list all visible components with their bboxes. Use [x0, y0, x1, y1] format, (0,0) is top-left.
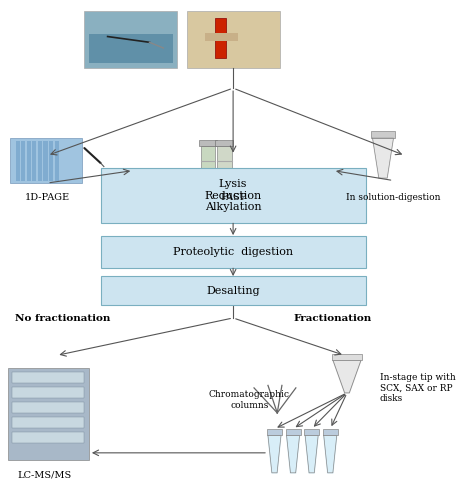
FancyBboxPatch shape	[205, 33, 238, 41]
FancyBboxPatch shape	[267, 429, 282, 435]
Text: Chromatographic
columns: Chromatographic columns	[209, 390, 290, 410]
FancyBboxPatch shape	[49, 141, 53, 180]
Polygon shape	[305, 435, 318, 473]
Polygon shape	[373, 138, 393, 178]
FancyBboxPatch shape	[12, 387, 84, 398]
Text: Desalting: Desalting	[206, 286, 260, 296]
Text: Proteolytic  digestion: Proteolytic digestion	[173, 247, 293, 257]
FancyBboxPatch shape	[100, 235, 365, 268]
Text: No fractionation: No fractionation	[15, 314, 110, 323]
FancyBboxPatch shape	[371, 131, 395, 138]
Polygon shape	[333, 360, 361, 393]
FancyBboxPatch shape	[323, 429, 337, 435]
FancyBboxPatch shape	[187, 11, 280, 68]
Polygon shape	[268, 435, 281, 473]
Text: 1D-PAGE: 1D-PAGE	[25, 193, 70, 202]
FancyBboxPatch shape	[100, 168, 365, 223]
FancyBboxPatch shape	[12, 432, 84, 443]
FancyBboxPatch shape	[21, 141, 25, 180]
FancyBboxPatch shape	[216, 140, 233, 146]
FancyBboxPatch shape	[217, 146, 232, 173]
FancyBboxPatch shape	[304, 429, 319, 435]
Text: Lysis
Reduction
Alkylation: Lysis Reduction Alkylation	[204, 179, 262, 212]
FancyBboxPatch shape	[100, 277, 365, 306]
FancyBboxPatch shape	[16, 141, 20, 180]
FancyBboxPatch shape	[332, 354, 362, 360]
FancyBboxPatch shape	[38, 141, 42, 180]
FancyBboxPatch shape	[199, 140, 217, 146]
Text: FASP: FASP	[220, 193, 246, 202]
FancyBboxPatch shape	[12, 417, 84, 428]
FancyBboxPatch shape	[84, 11, 177, 68]
Polygon shape	[287, 435, 300, 473]
FancyBboxPatch shape	[286, 429, 301, 435]
FancyBboxPatch shape	[10, 138, 82, 183]
Text: In solution-digestion: In solution-digestion	[346, 193, 441, 202]
Polygon shape	[324, 435, 337, 473]
FancyBboxPatch shape	[44, 141, 48, 180]
Text: LC-MS/MS: LC-MS/MS	[18, 470, 72, 479]
Text: In-stage tip with
SCX, SAX or RP
disks: In-stage tip with SCX, SAX or RP disks	[380, 373, 455, 403]
FancyBboxPatch shape	[12, 402, 84, 413]
FancyBboxPatch shape	[201, 146, 216, 173]
FancyBboxPatch shape	[12, 372, 84, 383]
FancyBboxPatch shape	[89, 35, 173, 63]
FancyBboxPatch shape	[55, 141, 59, 180]
Text: Fractionation: Fractionation	[293, 314, 372, 323]
FancyBboxPatch shape	[215, 18, 226, 58]
FancyBboxPatch shape	[8, 368, 89, 460]
FancyBboxPatch shape	[27, 141, 31, 180]
FancyBboxPatch shape	[32, 141, 36, 180]
